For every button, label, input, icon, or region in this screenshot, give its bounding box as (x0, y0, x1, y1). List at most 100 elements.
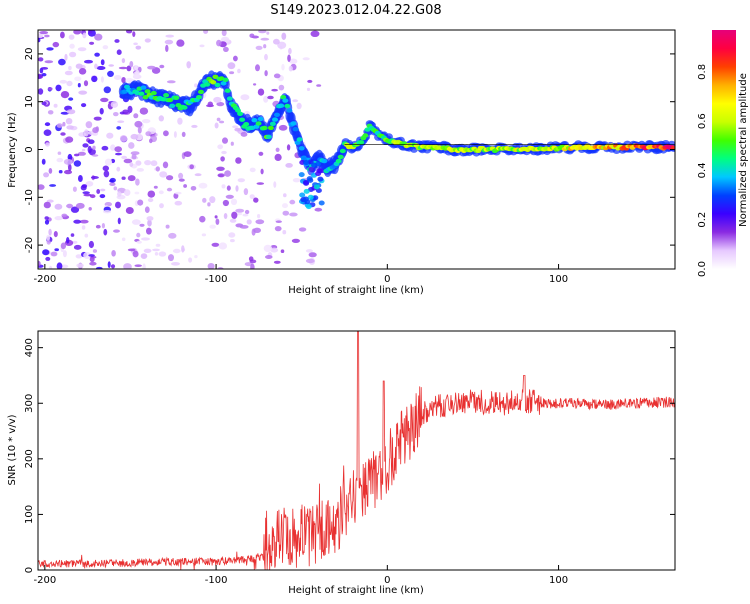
noise-blob (142, 119, 151, 124)
noise-blob (100, 59, 105, 66)
noise-blob (236, 212, 243, 216)
ridge-core (169, 103, 176, 109)
noise-blob (104, 158, 113, 166)
noise-blob (202, 197, 207, 203)
noise-blob (305, 258, 315, 264)
noise-blob (237, 178, 245, 183)
ridge-core (261, 125, 268, 131)
noise-blob (73, 219, 82, 224)
noise-blob (77, 151, 86, 156)
noise-blob (89, 41, 95, 45)
noise-blob (142, 263, 146, 269)
noise-blob (45, 142, 50, 147)
noise-blob (129, 162, 134, 168)
noise-blob (144, 160, 152, 166)
noise-blob (225, 194, 234, 199)
noise-blob (132, 250, 139, 258)
noise-blob (43, 172, 50, 178)
noise-blob (109, 177, 116, 183)
noise-blob (289, 58, 298, 64)
noise-blob (44, 122, 51, 127)
noise-blob (165, 44, 169, 53)
noise-blob (216, 102, 225, 107)
noise-blob (89, 261, 97, 266)
noise-blob (174, 200, 183, 206)
noise-blob (91, 154, 99, 157)
ridge-core (210, 80, 217, 85)
colorbar-ticks: 0.0 0.2 0.4 0.6 0.8 (697, 64, 708, 277)
noise-blob (60, 242, 67, 250)
y-tick-label: 200 (24, 449, 35, 468)
noise-blob (168, 232, 177, 239)
noise-blob (216, 39, 222, 47)
noise-blob (119, 111, 125, 115)
noise-blob (282, 230, 287, 235)
noise-blob (237, 68, 241, 74)
snr-plot-area (38, 331, 675, 570)
noise-blob (113, 112, 119, 117)
noise-blob (66, 203, 74, 209)
noise-blob (288, 47, 292, 55)
noise-blob (57, 151, 62, 155)
noise-blob (113, 75, 122, 80)
ridge-core (255, 121, 262, 126)
noise-blob (243, 188, 249, 196)
noise-blob (143, 248, 152, 253)
noise-blob (274, 153, 282, 161)
noise-blob (136, 232, 141, 238)
ridge-tail (302, 196, 309, 202)
noise-blob (146, 227, 152, 235)
noise-blob (95, 224, 101, 229)
noise-blob (235, 157, 242, 164)
noise-blob (273, 181, 277, 188)
noise-blob (38, 184, 45, 190)
noise-blob (126, 65, 132, 72)
x-tick-label: -200 (33, 274, 56, 285)
noise-blob (263, 244, 273, 253)
noise-blob (78, 175, 83, 182)
noise-blob (201, 233, 207, 237)
noise-blob (166, 187, 173, 192)
noise-blob (134, 264, 142, 268)
x-tick-label: 100 (549, 575, 568, 586)
noise-blob (116, 166, 121, 172)
x-tick-label: -200 (33, 575, 56, 586)
noise-blob (260, 168, 264, 175)
noise-blob (68, 97, 74, 101)
noise-blob (189, 164, 194, 170)
noise-blob (207, 101, 213, 107)
noise-blob (194, 255, 198, 259)
noise-blob (257, 88, 265, 96)
x-tick-label: 0 (384, 274, 390, 285)
noise-blob (135, 45, 142, 50)
noise-blob (198, 182, 208, 189)
noise-blob (107, 70, 114, 77)
noise-blob (302, 57, 310, 61)
noise-blob (267, 95, 274, 100)
noise-blob (213, 96, 222, 103)
noise-blob (147, 219, 152, 227)
noise-blob (177, 117, 183, 125)
ridge-tail (307, 159, 314, 165)
noise-blob (181, 245, 185, 253)
noise-blob (114, 39, 120, 43)
noise-blob (69, 43, 75, 49)
noise-blob (107, 261, 111, 268)
noise-blob (60, 132, 66, 136)
noise-blob (125, 207, 134, 214)
ridge-core (337, 154, 344, 160)
noise-blob (176, 39, 185, 47)
noise-blob (69, 51, 77, 58)
noise-blob (140, 253, 148, 259)
noise-blob (235, 185, 239, 192)
noise-blob (166, 80, 176, 84)
noise-blob (56, 123, 63, 128)
ridge-core (278, 103, 285, 108)
colorbar-tick-label: 0.8 (697, 64, 708, 80)
noise-blob (273, 73, 281, 79)
ridge-tail (303, 160, 310, 165)
noise-blob (159, 64, 165, 69)
noise-blob (249, 167, 256, 173)
noise-blob (186, 61, 191, 69)
ridge-core (294, 140, 301, 145)
